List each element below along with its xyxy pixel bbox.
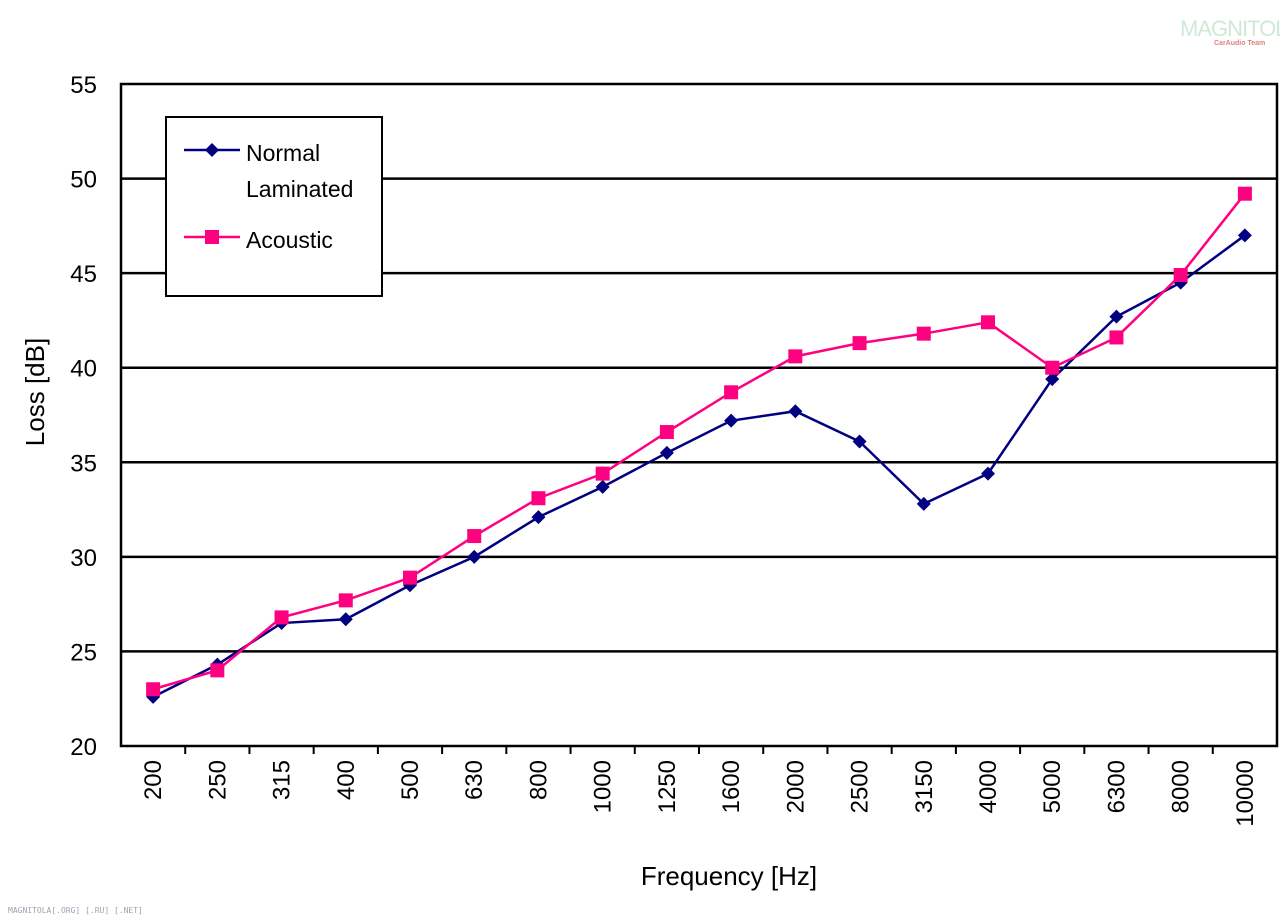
data-point-acoustic	[916, 326, 931, 341]
legend-marker-square	[205, 230, 219, 244]
data-point-acoustic	[146, 682, 161, 697]
y-tick-label: 45	[70, 261, 97, 288]
y-tick-label: 40	[70, 356, 97, 383]
y-tick-label: 25	[70, 639, 97, 666]
x-tick-label: 500	[397, 760, 424, 800]
y-tick-label: 20	[70, 734, 97, 761]
x-tick-label: 10000	[1232, 760, 1259, 827]
data-point-normal-laminated	[1109, 309, 1124, 324]
data-point-acoustic	[659, 425, 674, 440]
watermark-logo: MAGNITOLA	[1180, 16, 1280, 41]
data-point-normal-laminated	[916, 496, 931, 511]
x-tick-label: 1000	[590, 760, 617, 813]
y-tick-label: 55	[70, 72, 97, 99]
data-point-acoustic	[210, 663, 225, 678]
data-point-acoustic	[403, 570, 417, 585]
legend-label: Acoustic	[246, 227, 333, 253]
data-point-acoustic	[338, 593, 353, 608]
x-tick-label: 8000	[1168, 760, 1195, 813]
x-tick-label: 400	[333, 760, 360, 800]
x-tick-label: 6300	[1103, 760, 1130, 813]
data-point-acoustic	[274, 610, 289, 625]
x-tick-label: 200	[140, 760, 167, 800]
data-point-normal-laminated	[981, 466, 995, 481]
x-tick-label: 5000	[1039, 760, 1066, 813]
data-point-normal-laminated	[659, 445, 674, 460]
data-point-acoustic	[531, 491, 546, 506]
x-tick-label: 250	[204, 760, 231, 800]
data-point-normal-laminated	[338, 612, 353, 627]
data-point-normal-laminated	[1237, 228, 1252, 243]
data-point-acoustic	[981, 315, 995, 330]
x-tick-label: 2000	[782, 760, 809, 813]
y-tick-label: 35	[70, 450, 97, 477]
data-point-acoustic	[1045, 360, 1060, 375]
legend-label: Laminated	[246, 176, 353, 202]
series-line-normal-laminated	[152, 234, 1246, 698]
data-point-normal-laminated	[724, 413, 739, 428]
y-tick-label: 50	[70, 167, 97, 194]
data-point-acoustic	[852, 336, 867, 351]
data-point-normal-laminated	[1045, 372, 1060, 387]
data-point-acoustic	[595, 466, 610, 481]
data-point-normal-laminated	[595, 479, 610, 494]
series-line-acoustic	[152, 192, 1246, 691]
data-point-acoustic	[467, 529, 482, 544]
legend-marker-diamond	[205, 143, 219, 157]
x-tick-label: 315	[269, 760, 296, 800]
data-point-acoustic	[1109, 330, 1124, 345]
y-axis-label: Loss [dB]	[20, 338, 50, 446]
x-tick-label: 1600	[718, 760, 745, 813]
x-tick-label: 630	[461, 760, 488, 800]
watermark-logo-sub: CarAudio Team	[1214, 40, 1266, 47]
x-tick-label: 3150	[911, 760, 938, 813]
y-tick-label: 30	[70, 545, 97, 572]
watermark-footer: MAGNITOLA[.ORG] [.RU] [.NET]	[8, 906, 143, 915]
data-point-normal-laminated	[467, 549, 482, 564]
x-tick-label: 800	[525, 760, 552, 800]
data-point-acoustic	[788, 349, 803, 364]
legend-box	[165, 116, 383, 297]
data-point-normal-laminated	[788, 404, 803, 419]
data-point-acoustic	[1173, 268, 1188, 283]
data-point-acoustic	[724, 385, 739, 400]
data-point-acoustic	[1237, 186, 1252, 201]
x-axis-label: Frequency [Hz]	[641, 861, 817, 891]
x-tick-label: 1250	[654, 760, 681, 813]
x-tick-label: 4000	[975, 760, 1002, 813]
data-point-normal-laminated	[852, 434, 867, 449]
x-tick-label: 2500	[847, 760, 874, 813]
legend-label: Normal	[246, 140, 320, 166]
data-point-normal-laminated	[531, 510, 546, 525]
